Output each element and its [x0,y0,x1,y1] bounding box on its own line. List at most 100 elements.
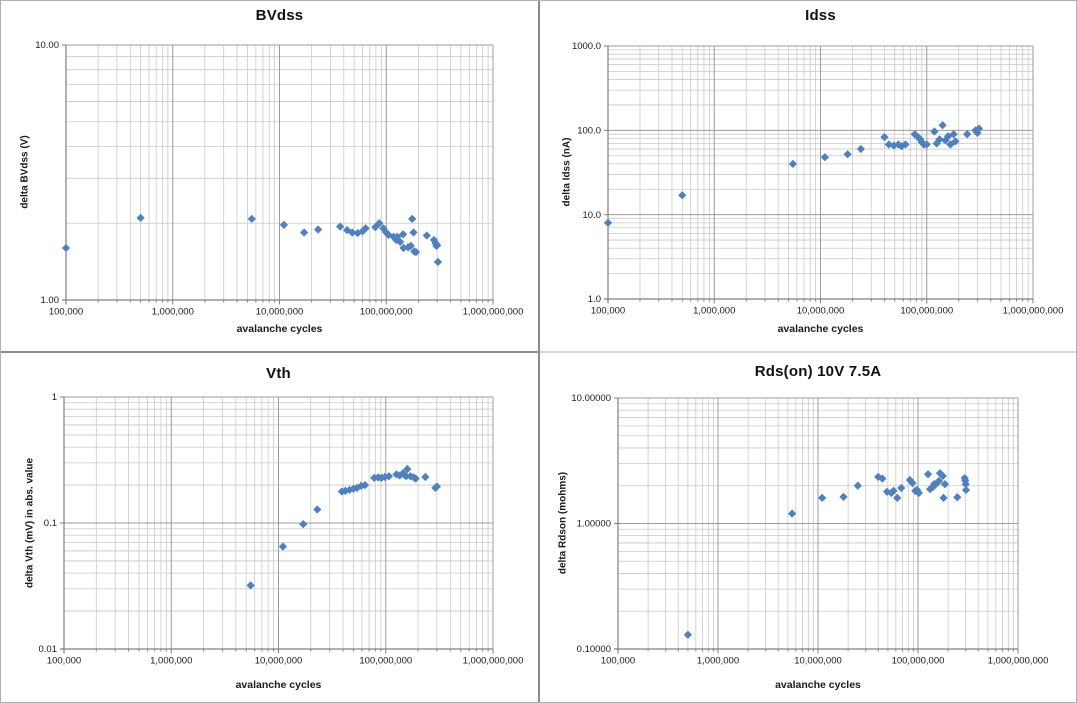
data-point [856,144,866,154]
data-point [384,230,393,240]
data-point [839,492,848,501]
data-point [683,630,693,639]
data-point [61,243,71,253]
data-point [348,228,357,237]
data-point [422,231,431,240]
x-tick-label: 100,000,000 [892,656,945,667]
x-axis-title-idss: avalanche cycles [777,323,864,335]
data-point [922,140,931,149]
data-point [882,487,892,496]
data-point [923,470,933,479]
data-point [384,472,394,481]
data-point [393,232,402,241]
x-tick-label: 10,000,000 [794,656,842,667]
data-point [934,476,944,486]
y-tick-label: 0.1 [44,518,57,529]
data-point [433,257,443,267]
data-point [939,493,948,503]
horizontal-panel-divider-right [540,351,1076,353]
y-axis-title-bvdss: delta BVdss (V) [19,135,31,209]
x-axis-title-bvdss: avalanche cycles [236,323,323,335]
x-tick-label: 1,000,000,000 [463,307,524,318]
y-axis-title-idss: delta Idss (nA) [561,137,573,207]
y-tick-label: 0.10000 [577,644,611,655]
x-tick-label: 1,000,000 [150,656,192,667]
x-tick-label: 1,000,000 [693,306,735,317]
x-tick-label: 100,000 [47,656,81,667]
data-point [299,519,308,529]
data-point [949,130,958,139]
data-point [930,127,939,136]
data-point [246,581,255,590]
y-tick-label: 1.0 [588,294,601,305]
data-point [409,228,418,237]
data-point [336,222,345,231]
data-point [299,228,309,237]
y-tick-label: 10.00 [35,40,59,51]
data-point [853,481,862,490]
x-tick-label: 10,000,000 [797,306,845,317]
x-tick-label: 1,000,000,000 [1003,306,1064,317]
y-axis-title-rdson: delta Rdson (mohms) [557,471,569,575]
data-point [603,218,613,227]
chart-title-vth: Vth [266,365,291,382]
data-point [897,483,906,493]
data-point [371,223,380,232]
vertical-panel-divider [538,1,540,702]
y-tick-label: 1 [52,392,57,403]
data-point [360,480,370,490]
data-point [910,130,919,139]
data-point [973,128,982,138]
x-tick-label: 10,000,000 [256,307,304,318]
data-point [820,153,830,162]
x-tick-label: 100,000,000 [900,306,953,317]
data-point [278,542,288,551]
data-point [963,130,972,139]
chart-panel-bvdss: 100,000 1,000,000 10,000,000 100,000,000 1,0… [1,1,538,351]
x-axis-title-vth: avalanche cycles [235,679,322,691]
data-point [788,159,798,169]
data-point [889,486,898,495]
data-point [408,214,417,224]
data-point [403,464,412,474]
data-point [361,224,370,233]
data-point [935,135,944,144]
data-point [313,505,322,514]
data-point [411,248,421,257]
data-point [914,488,923,498]
data-point [399,230,408,239]
x-tick-label: 100,000 [49,307,83,318]
data-point [432,482,442,491]
data-point [961,485,971,495]
x-tick-label: 1,000,000,000 [988,656,1049,667]
y-tick-label: 0.01 [39,644,58,655]
chart-panel-vth: 100,000 1,000,000 10,000,000 100,000,000 1,0… [1,353,538,702]
chart-title-bvdss: BVdss [255,7,304,24]
data-point [874,472,883,482]
horizontal-panel-divider-left [1,351,538,353]
data-point [940,479,950,489]
y-tick-label: 100.0 [577,126,601,137]
chart-title-rdson: Rds(on) 10V 7.5A [754,363,882,380]
y-tick-label: 10.00000 [571,393,611,404]
bvdss-scatter-plot: 100,000 1,000,000 10,000,000 100,000,000 1,0… [35,40,524,318]
rdson-scatter-plot: 100,000 1,000,000 10,000,000 100,000,000 1,0… [571,393,1049,667]
chart-title-idss: Idss [805,7,836,24]
x-tick-label: 1,000,000 [152,307,194,318]
x-tick-label: 100,000,000 [359,656,412,667]
data-point [342,225,352,235]
data-point [421,472,430,482]
data-point [974,124,984,133]
data-point [787,509,797,518]
data-point [880,133,889,142]
chart-panel-rdson: 100,000 1,000,000 10,000,000 100,000,000 1,0… [540,353,1076,702]
data-point [893,493,902,503]
vth-scatter-plot: 100,000 1,000,000 10,000,000 100,000,000 1,0… [39,392,524,667]
data-point [951,137,960,146]
y-axis-title-vth: delta Vth (mV) in abs. value [24,457,36,589]
x-tick-label: 100,000 [601,656,635,667]
data-point [946,140,955,149]
data-point [908,478,917,488]
data-point [396,237,405,247]
